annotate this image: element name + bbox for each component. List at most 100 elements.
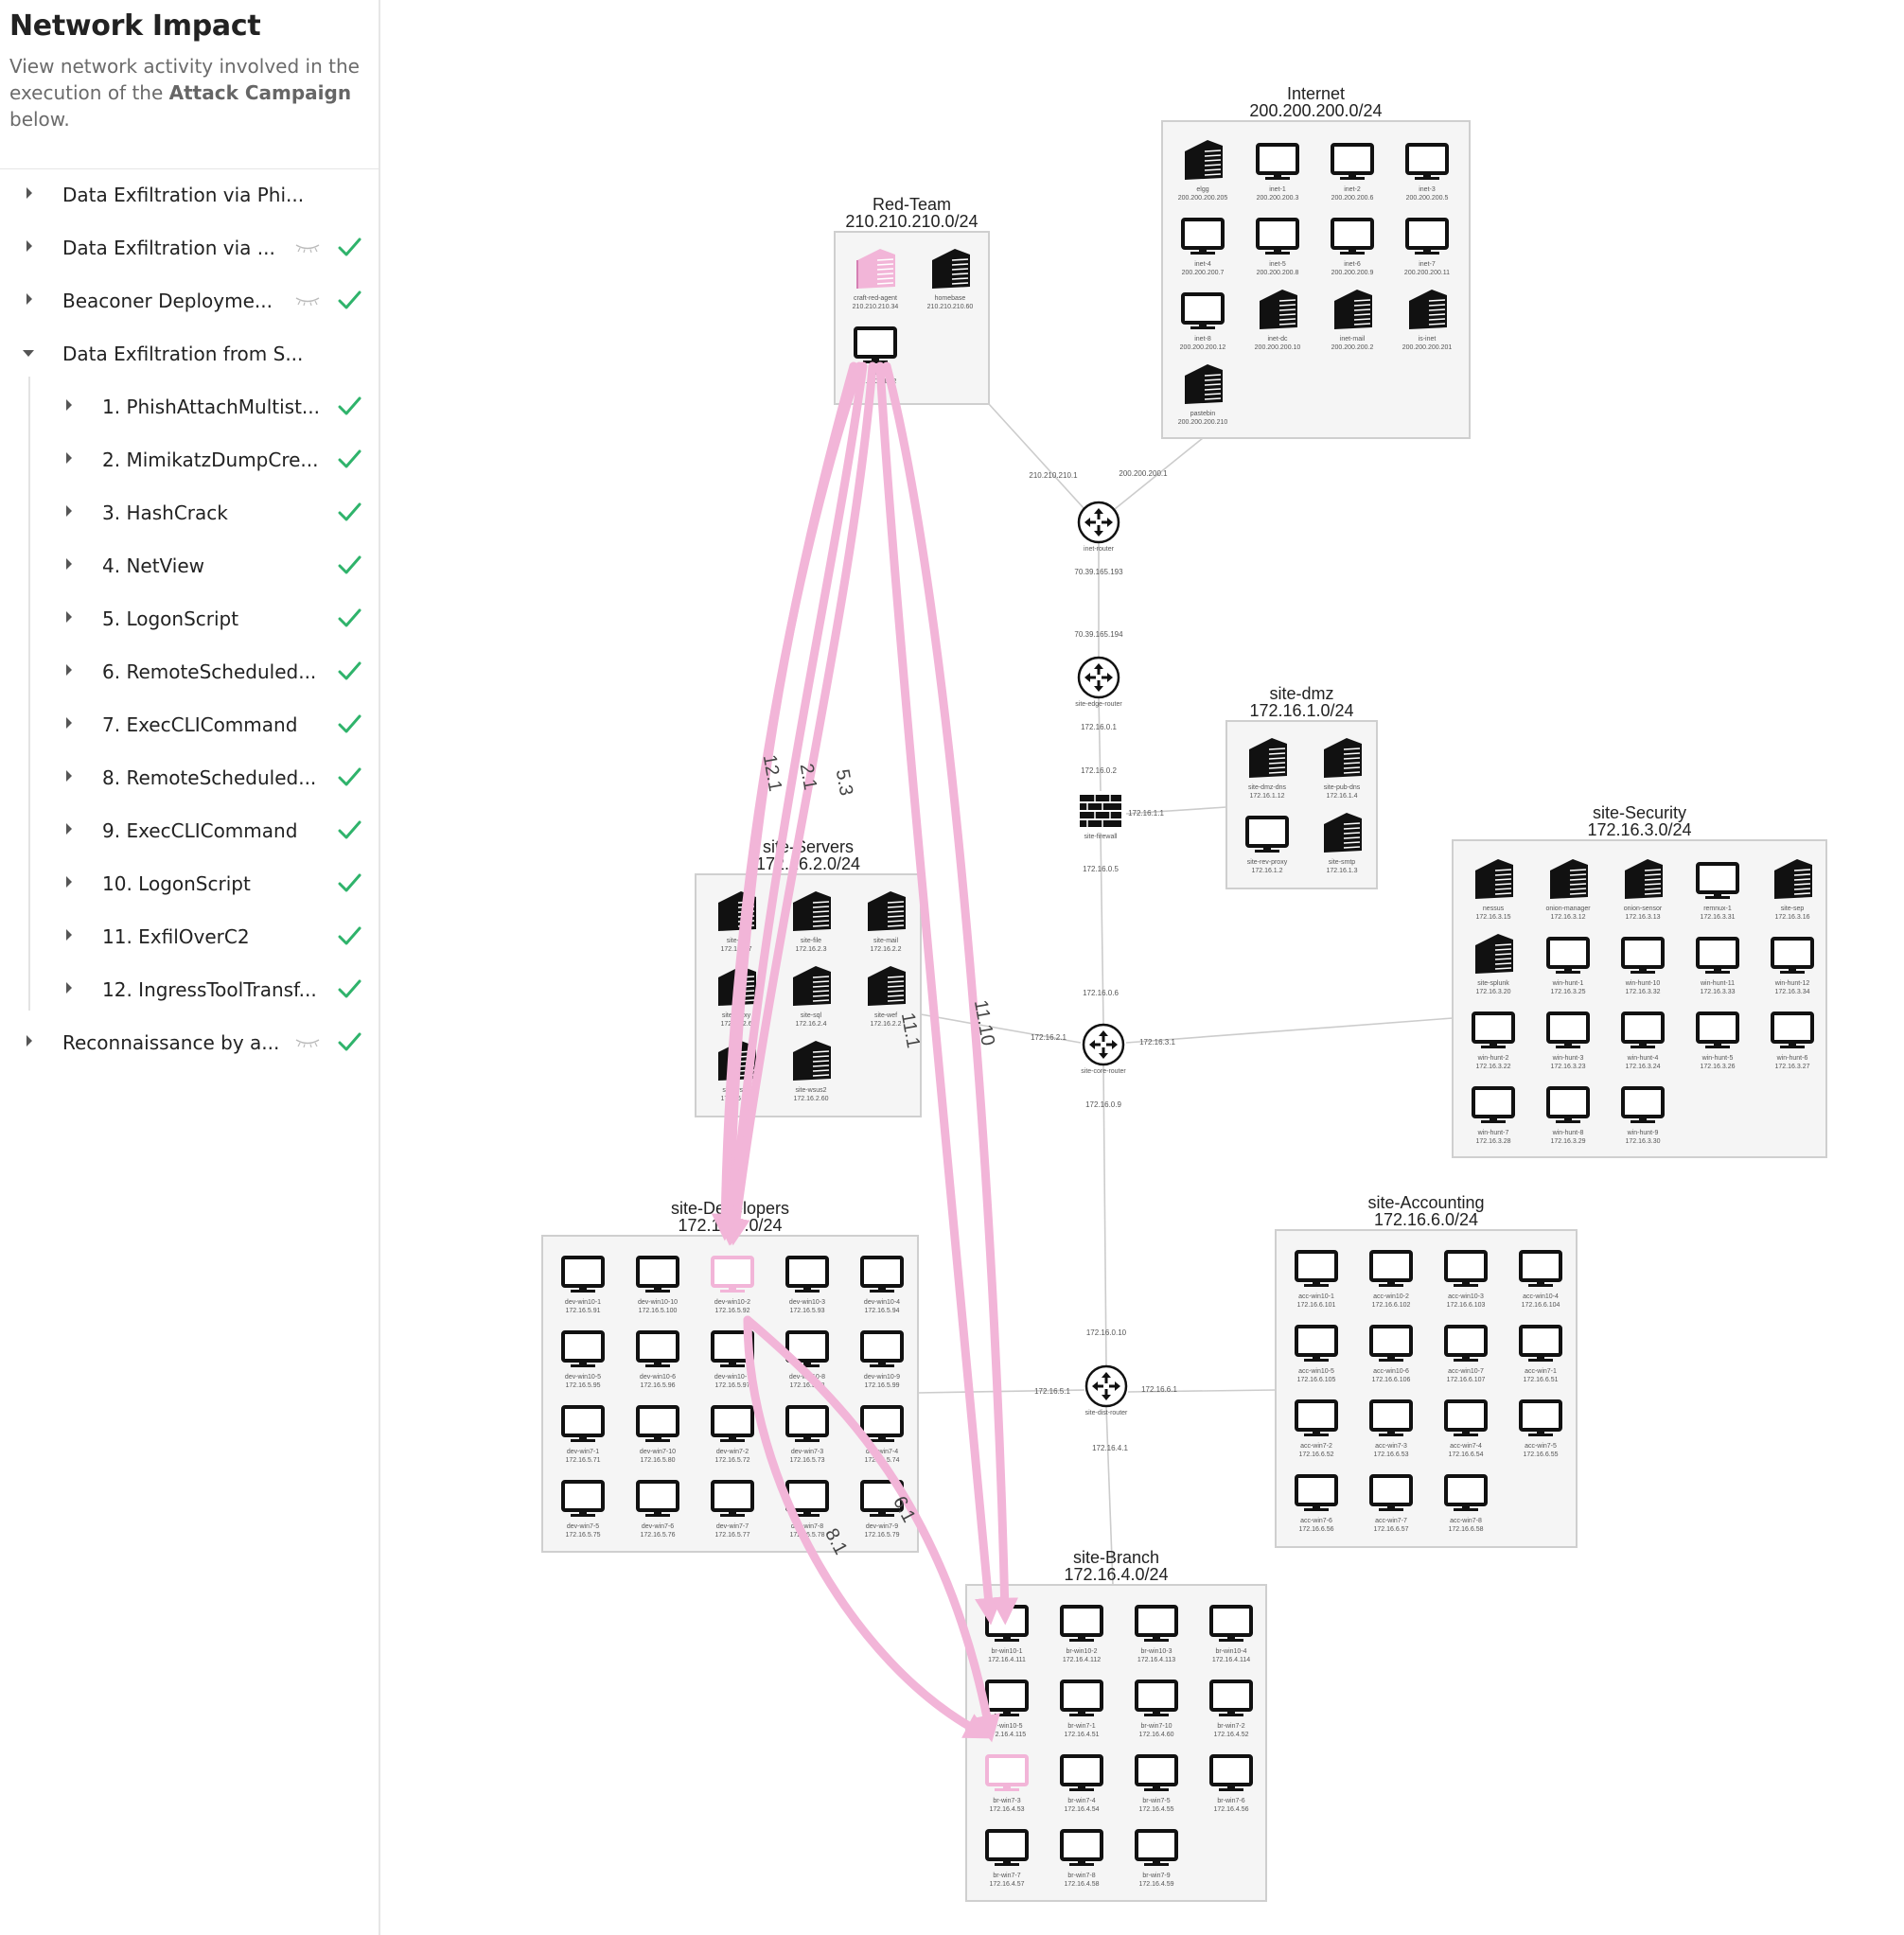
node-site-dist-router[interactable]: site-dist-router xyxy=(1085,1364,1128,1416)
tree-item-10[interactable]: 6. RemoteScheduled... xyxy=(0,653,379,691)
host-site-sep[interactable]: site-sep 172.16.3.16 xyxy=(1774,859,1812,921)
host-inet-3[interactable]: inet-3 200.200.200.5 xyxy=(1405,143,1449,202)
host-site-file[interactable]: site-file 172.16.2.3 xyxy=(793,891,831,953)
host-site-wef[interactable]: site-wef 172.16.2.2 xyxy=(868,966,906,1028)
caret-right-icon[interactable] xyxy=(66,505,72,517)
host-br-win10-4[interactable]: br-win10-4 172.16.4.114 xyxy=(1209,1605,1253,1663)
host-dev-win7-1[interactable]: dev-win7-1 172.16.5.71 xyxy=(561,1405,605,1464)
host-win-hunt-9[interactable]: win-hunt-9 172.16.3.30 xyxy=(1621,1086,1665,1145)
tree-item-11[interactable]: 7. ExecCLICommand xyxy=(0,706,379,744)
host-site-pub-dns[interactable]: site-pub-dns 172.16.1.4 xyxy=(1324,738,1362,800)
host-win-hunt-11[interactable]: win-hunt-11 172.16.3.33 xyxy=(1696,937,1739,995)
subnet-site-developers[interactable]: site-Developers172.16.5.0/24dev-win10-11… xyxy=(541,1199,919,1553)
host-nessus[interactable]: nessus 172.16.3.15 xyxy=(1475,859,1513,921)
host-inet-6[interactable]: inet-6 200.200.200.9 xyxy=(1331,218,1374,276)
host-inet-4[interactable]: inet-4 200.200.200.7 xyxy=(1181,218,1225,276)
tree-item-15[interactable]: 11. ExfilOverC2 xyxy=(0,918,379,956)
host-br-win7-10[interactable]: br-win7-10 172.16.4.60 xyxy=(1135,1680,1178,1738)
host-win-hunt-12[interactable]: win-hunt-12 172.16.3.34 xyxy=(1771,937,1814,995)
host-br-win7-9[interactable]: br-win7-9 172.16.4.59 xyxy=(1135,1829,1178,1888)
host-dev-win10-3[interactable]: dev-win10-3 172.16.5.93 xyxy=(785,1256,829,1314)
caret-right-icon[interactable] xyxy=(66,452,72,464)
host-acc-win10-6[interactable]: acc-win10-6 172.16.6.106 xyxy=(1369,1325,1413,1383)
host-site-wsus2[interactable]: site-wsus2 172.16.2.60 xyxy=(793,1041,831,1102)
tree-item-8[interactable]: 4. NetView xyxy=(0,547,379,585)
caret-right-icon[interactable] xyxy=(66,399,72,411)
host-dev-win10-10[interactable]: dev-win10-10 172.16.5.100 xyxy=(636,1256,679,1314)
tree-item-7[interactable]: 3. HashCrack xyxy=(0,494,379,532)
tree-item-3[interactable]: Beaconer Deployme... xyxy=(0,282,379,320)
tree-item-5[interactable]: 1. PhishAttachMultist... xyxy=(0,388,379,426)
tree-item-16[interactable]: 12. IngressToolTransf... xyxy=(0,971,379,1009)
host-remnux-1[interactable]: remnux-1 172.16.3.31 xyxy=(1696,862,1739,921)
eye-closed-icon[interactable] xyxy=(295,296,320,306)
host-win-hunt-1[interactable]: win-hunt-1 172.16.3.25 xyxy=(1546,937,1590,995)
tree-item-2[interactable]: Data Exfiltration via ... xyxy=(0,229,379,267)
activity-flow[interactable] xyxy=(722,361,877,1246)
host-acc-win10-1[interactable]: acc-win10-1 172.16.6.101 xyxy=(1295,1250,1338,1309)
host-dev-win10-4[interactable]: dev-win10-4 172.16.5.94 xyxy=(860,1256,904,1314)
node-site-edge-router[interactable]: site-edge-router xyxy=(1075,656,1122,708)
activity-flow[interactable] xyxy=(882,361,1018,1626)
host-win-hunt-3[interactable]: win-hunt-3 172.16.3.23 xyxy=(1546,1011,1590,1070)
caret-right-icon[interactable] xyxy=(66,929,72,941)
caret-right-icon[interactable] xyxy=(26,240,32,252)
host-inet-5[interactable]: inet-5 200.200.200.8 xyxy=(1256,218,1299,276)
host-acc-win10-5[interactable]: acc-win10-5 172.16.6.105 xyxy=(1295,1325,1338,1383)
tree-item-13[interactable]: 9. ExecCLICommand xyxy=(0,812,379,850)
host-dev-win7-3[interactable]: dev-win7-3 172.16.5.73 xyxy=(785,1405,829,1464)
tree-item-14[interactable]: 10. LogonScript xyxy=(0,865,379,903)
tree-item-17[interactable]: Reconnaissance by a... xyxy=(0,1024,379,1062)
host-br-win7-2[interactable]: br-win7-2 172.16.4.52 xyxy=(1209,1680,1253,1738)
host-acc-win10-2[interactable]: acc-win10-2 172.16.6.102 xyxy=(1369,1250,1413,1309)
node-inet-router[interactable]: inet-router xyxy=(1077,501,1120,553)
caret-right-icon[interactable] xyxy=(66,770,72,782)
activity-flow[interactable] xyxy=(711,361,864,1241)
caret-right-icon[interactable] xyxy=(66,823,72,835)
host-dev-win7-10[interactable]: dev-win7-10 172.16.5.80 xyxy=(636,1405,679,1464)
caret-right-icon[interactable] xyxy=(26,187,32,199)
host-br-win7-5[interactable]: br-win7-5 172.16.4.55 xyxy=(1135,1754,1178,1813)
host-acc-win7-1[interactable]: acc-win7-1 172.16.6.51 xyxy=(1519,1325,1562,1383)
tree-item-12[interactable]: 8. RemoteScheduled... xyxy=(0,759,379,797)
activity-flow[interactable] xyxy=(743,1315,1000,1743)
tree-item-4[interactable]: Data Exfiltration from S... xyxy=(0,335,379,373)
eye-closed-icon[interactable] xyxy=(295,243,320,253)
host-br-win7-8[interactable]: br-win7-8 172.16.4.58 xyxy=(1060,1829,1103,1888)
activity-flow[interactable] xyxy=(743,1315,993,1739)
host-win-hunt-10[interactable]: win-hunt-10 172.16.3.32 xyxy=(1621,937,1665,995)
host-site-rev-proxy[interactable]: site-rev-proxy 172.16.1.2 xyxy=(1245,816,1289,874)
subnet-site-servers[interactable]: site-Servers172.16.2.0/24site-dc172.16.2… xyxy=(695,837,922,1117)
caret-right-icon[interactable] xyxy=(26,1035,32,1047)
host-craft-red-agent[interactable]: craft-red-agent 210.210.210.34 xyxy=(853,249,899,310)
caret-right-icon[interactable] xyxy=(66,876,72,888)
host-elgg[interactable]: elgg 200.200.200.205 xyxy=(1178,140,1228,202)
host-site-mail[interactable]: site-mail 172.16.2.2 xyxy=(868,891,906,953)
caret-right-icon[interactable] xyxy=(66,982,72,994)
host-site-sql[interactable]: site-sql 172.16.2.4 xyxy=(793,966,831,1028)
caret-right-icon[interactable] xyxy=(66,717,72,729)
caret-right-icon[interactable] xyxy=(66,558,72,570)
host-win-hunt-7[interactable]: win-hunt-7 172.16.3.28 xyxy=(1472,1086,1515,1145)
caret-right-icon[interactable] xyxy=(26,293,32,305)
host-br-win10-5[interactable]: br-win10-5 172.16.4.115 xyxy=(985,1680,1029,1738)
host-dev-win7-2[interactable]: dev-win7-2 172.16.5.72 xyxy=(711,1405,754,1464)
host-win-hunt-5[interactable]: win-hunt-5 172.16.3.26 xyxy=(1696,1011,1739,1070)
host-dev-win7-9[interactable]: dev-win7-9 172.16.5.79 xyxy=(860,1480,904,1539)
node-site-core-router[interactable]: site-core-router xyxy=(1081,1023,1126,1075)
host-br-win7-3[interactable]: br-win7-3 172.16.4.53 xyxy=(985,1754,1029,1813)
host-win-hunt-2[interactable]: win-hunt-2 172.16.3.22 xyxy=(1472,1011,1515,1070)
